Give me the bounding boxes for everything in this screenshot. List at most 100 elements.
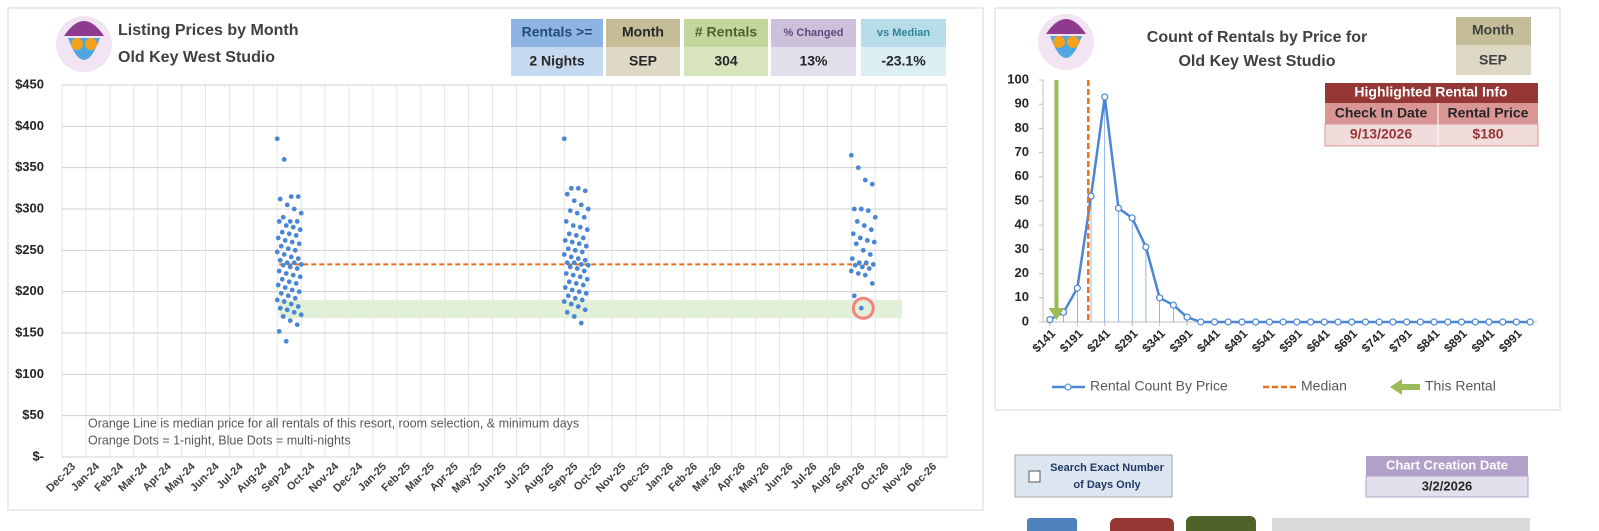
y-tick-label: $350 (15, 159, 44, 174)
dot (288, 194, 294, 200)
dot (566, 279, 572, 285)
value-box (861, 47, 946, 76)
dot (283, 338, 289, 344)
button[interactable] (1272, 518, 1530, 531)
dot (569, 239, 575, 245)
box-value: 304 (714, 53, 738, 69)
dot (573, 233, 579, 238)
dot (289, 287, 295, 293)
dot (575, 304, 581, 309)
dot (287, 264, 293, 270)
dot (298, 210, 304, 216)
legend-swatch (1064, 383, 1072, 391)
dot (291, 206, 297, 212)
point (1320, 318, 1328, 326)
dot (861, 223, 867, 228)
y-tick-label: 0 (1022, 313, 1029, 328)
checkbox-panel[interactable] (1014, 454, 1173, 498)
note: Orange Line is median price for all rent… (88, 416, 579, 430)
dot (297, 227, 303, 233)
dot (862, 272, 868, 278)
dot (857, 235, 863, 241)
button[interactable] (1110, 518, 1174, 531)
dot (295, 256, 301, 261)
point (1114, 204, 1123, 212)
dot (293, 233, 299, 238)
point (1471, 318, 1479, 326)
header-box (684, 19, 768, 47)
dot (854, 219, 860, 224)
dot (274, 297, 280, 303)
point (1101, 93, 1109, 101)
point (1210, 318, 1219, 326)
y-tick-label: 20 (1015, 265, 1029, 280)
dot (284, 307, 290, 313)
point (1169, 301, 1177, 309)
box-value: 2 Nights (529, 53, 584, 69)
this-rental-arrow (1048, 308, 1065, 320)
dot (563, 271, 569, 276)
y-tick-label: $450 (15, 76, 44, 91)
point (1403, 318, 1411, 326)
dot (278, 290, 284, 296)
value-box (771, 47, 856, 76)
month-header-box (1456, 17, 1531, 45)
dot (567, 208, 573, 214)
point (1375, 318, 1383, 326)
point (1224, 318, 1232, 326)
dot (293, 281, 299, 286)
cell: $180 (1472, 126, 1503, 142)
dot (279, 276, 285, 282)
checkbox-control[interactable]: Search Exact Number of Days Only (1014, 454, 1173, 498)
value-box (684, 47, 768, 76)
dot (296, 241, 302, 247)
plot-area (61, 84, 948, 458)
dot (581, 214, 587, 220)
dot (575, 256, 581, 261)
dot (281, 157, 287, 162)
dot (564, 191, 570, 197)
dot (867, 252, 873, 257)
dot (862, 177, 868, 183)
dot (276, 219, 282, 224)
date-value: 3/2/2026 (1422, 478, 1473, 493)
point (1444, 318, 1452, 326)
y-tick-label: $200 (15, 283, 44, 298)
y-tick-label: $50 (22, 407, 44, 422)
point (1334, 318, 1342, 326)
dot (280, 214, 286, 220)
dot (580, 282, 586, 288)
dot (297, 274, 303, 280)
point (1293, 318, 1301, 326)
checkbox[interactable] (1028, 470, 1041, 483)
dot (852, 262, 858, 268)
point (1197, 318, 1205, 326)
y-tick-label: 60 (1015, 168, 1029, 183)
point (1499, 318, 1507, 326)
dot (277, 305, 283, 311)
point (1526, 318, 1534, 326)
dot (290, 224, 296, 230)
dot (866, 266, 872, 271)
dot (583, 290, 589, 296)
header-box (861, 19, 946, 47)
button[interactable] (1027, 518, 1077, 531)
dot (585, 206, 591, 212)
dot (579, 297, 585, 303)
dot (274, 249, 280, 255)
dot (582, 257, 588, 263)
table-header (1325, 83, 1538, 103)
dot (571, 314, 577, 319)
dot (872, 214, 878, 220)
dot (869, 181, 875, 187)
dot (292, 247, 298, 253)
dot (576, 289, 582, 295)
dot (856, 260, 862, 266)
button[interactable] (1186, 516, 1256, 531)
point (1279, 318, 1287, 326)
dot (577, 224, 583, 230)
dot (575, 185, 581, 191)
dot (289, 239, 295, 245)
dot (298, 312, 304, 318)
point (1457, 318, 1466, 326)
